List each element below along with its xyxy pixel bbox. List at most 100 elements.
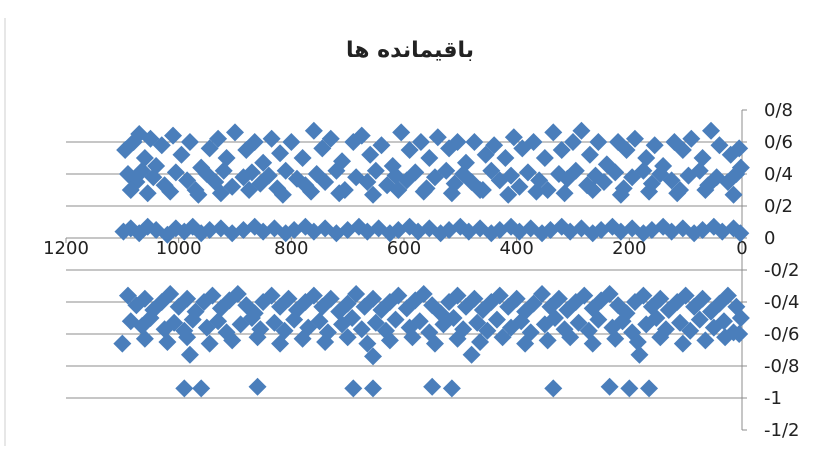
data-point	[209, 312, 228, 331]
data-point	[248, 377, 267, 396]
data-point	[499, 185, 518, 204]
data-point	[552, 141, 571, 159]
data-point	[386, 310, 405, 329]
data-point	[555, 184, 574, 203]
data-point	[166, 163, 185, 182]
data-point	[544, 379, 563, 398]
data-point	[161, 182, 180, 201]
data-point	[400, 141, 419, 159]
data-point	[189, 185, 208, 204]
data-point	[527, 182, 546, 201]
data-point	[175, 379, 194, 398]
data-point	[259, 166, 278, 185]
data-point	[343, 309, 362, 327]
data-point	[448, 329, 467, 348]
data-point	[485, 136, 504, 155]
data-point	[214, 161, 233, 180]
data-point	[731, 224, 750, 243]
data-point	[389, 181, 408, 199]
data-point	[302, 182, 321, 201]
data-point	[538, 181, 557, 199]
data-point	[141, 309, 160, 327]
data-point	[448, 286, 467, 305]
data-point	[321, 289, 340, 308]
data-point	[589, 310, 608, 329]
data-point	[731, 309, 750, 327]
data-point	[327, 161, 346, 180]
data-point	[114, 222, 133, 241]
data-point	[496, 149, 515, 167]
data-point	[487, 310, 506, 329]
y-tick-label: -0/2	[764, 260, 799, 281]
data-point	[178, 328, 197, 347]
data-point	[423, 377, 442, 396]
data-point	[516, 334, 535, 353]
data-point	[580, 145, 599, 164]
data-point	[589, 133, 608, 151]
data-point	[380, 331, 399, 350]
x-tick-label: 0	[736, 238, 747, 259]
data-point	[476, 145, 495, 164]
data-point	[344, 379, 363, 398]
data-point	[406, 163, 425, 182]
data-point	[428, 128, 447, 147]
data-point	[285, 310, 304, 329]
data-point	[564, 133, 582, 151]
data-point	[617, 141, 636, 159]
data-point	[242, 309, 261, 327]
data-point	[316, 333, 335, 351]
data-point	[366, 313, 385, 332]
data-point	[471, 181, 490, 199]
x-tick-label: 1200	[43, 238, 89, 259]
data-point	[696, 181, 715, 199]
data-point	[673, 141, 692, 159]
data-point	[731, 158, 750, 177]
data-point	[180, 345, 199, 364]
data-point	[161, 285, 180, 303]
data-point	[211, 184, 230, 203]
data-point	[682, 129, 701, 148]
data-point	[594, 173, 613, 191]
data-point	[538, 331, 557, 350]
x-tick-label: 600	[387, 238, 421, 259]
y-tick-label: -0/8	[764, 356, 799, 377]
data-point	[352, 320, 371, 339]
data-point	[271, 334, 290, 353]
data-point	[248, 328, 267, 347]
data-point	[471, 333, 490, 351]
data-point	[465, 289, 484, 308]
y-tick-label: 0/8	[764, 100, 793, 121]
data-point	[228, 285, 247, 303]
data-point	[316, 173, 335, 191]
data-point	[671, 313, 690, 332]
data-point	[710, 136, 729, 155]
data-point	[138, 184, 157, 203]
data-point	[647, 309, 666, 327]
data-point	[392, 123, 411, 142]
data-point	[279, 289, 298, 308]
data-point	[730, 325, 749, 343]
data-point	[620, 379, 639, 398]
data-point	[468, 313, 487, 332]
data-point	[524, 294, 543, 313]
data-point	[282, 133, 301, 151]
data-point	[414, 182, 433, 201]
data-point	[245, 133, 264, 151]
data-point	[724, 185, 743, 204]
data-point	[442, 379, 461, 398]
data-point	[510, 177, 529, 196]
data-point	[338, 328, 357, 347]
data-point	[178, 171, 197, 190]
data-point	[662, 171, 681, 190]
data-point	[217, 149, 236, 167]
data-point	[403, 328, 422, 347]
data-point	[444, 309, 463, 327]
data-point	[651, 289, 670, 308]
data-point	[583, 181, 602, 199]
data-point	[293, 329, 312, 348]
data-point	[482, 161, 501, 180]
data-point	[364, 347, 383, 366]
data-point	[673, 334, 692, 353]
